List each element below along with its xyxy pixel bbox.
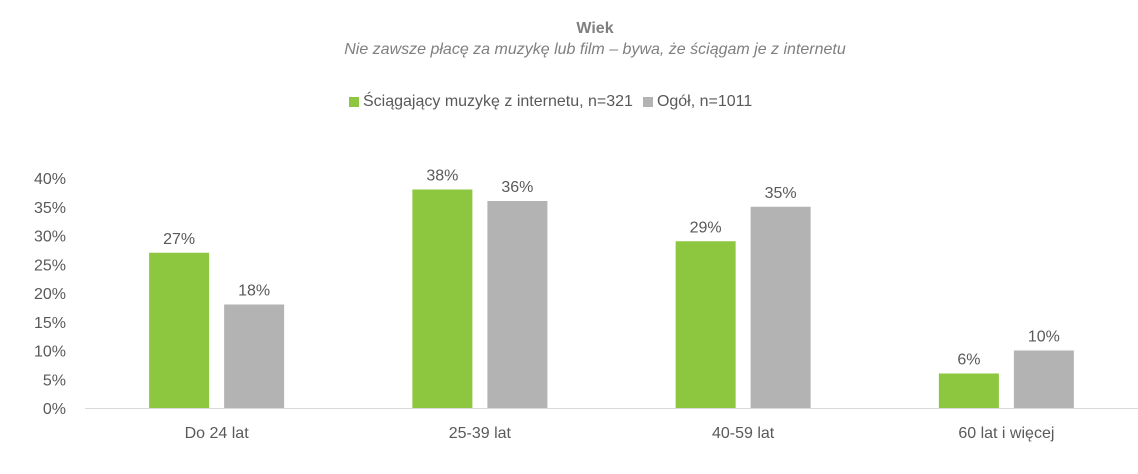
y-tick-label: 25% — [34, 257, 66, 274]
data-label: 36% — [501, 179, 533, 196]
bar-series-1 — [938, 373, 999, 408]
x-tick-label: 40-59 lat — [712, 425, 775, 442]
bar-series-1 — [149, 252, 210, 408]
bar-series-1 — [675, 241, 736, 408]
bar-series-2 — [750, 206, 811, 408]
x-tick-label: 60 lat i więcej — [958, 425, 1054, 442]
bar-series-1 — [412, 189, 473, 408]
x-tick-label: 25-39 lat — [449, 425, 512, 442]
data-label: 38% — [426, 168, 458, 185]
legend-swatch-downloaders — [349, 97, 359, 107]
y-tick-label: 15% — [34, 315, 66, 332]
y-tick-label: 5% — [43, 372, 66, 389]
legend-item-overall: Ogół, n=1011 — [642, 93, 753, 111]
x-axis: Do 24 lat 25-39 lat 40-59 lat 60 lat i więc… — [185, 425, 1055, 442]
legend-label-overall: Ogół, n=1011 — [656, 93, 753, 110]
data-label: 18% — [238, 283, 270, 300]
y-tick-label: 30% — [34, 229, 66, 246]
data-label: 6% — [957, 352, 980, 369]
data-label: 10% — [1028, 329, 1060, 346]
bar-series-2 — [224, 304, 285, 408]
bar-series-2 — [1013, 350, 1074, 408]
y-axis: 0% 5% 10% 15% 20% 25% 30% 35% 40% — [34, 171, 66, 418]
legend-swatch-overall — [642, 97, 653, 107]
y-tick-label: 35% — [34, 200, 66, 217]
data-label: 35% — [765, 185, 797, 202]
bar-series-2 — [487, 201, 548, 408]
chart-subtitle: Nie zawsze płacę za muzykę lub film – by… — [344, 41, 846, 58]
y-tick-label: 10% — [34, 344, 66, 361]
y-tick-label: 40% — [34, 171, 66, 188]
legend: Ściągający muzykę z internetu, n=321 Ogó… — [349, 92, 762, 112]
data-label: 29% — [690, 219, 722, 236]
legend-item-downloaders: Ściągający muzykę z internetu, n=321 — [349, 93, 633, 111]
legend-label-downloaders: Ściągający muzykę z internetu, n=321 — [363, 93, 633, 110]
data-label: 27% — [163, 231, 195, 248]
y-tick-label: 0% — [43, 401, 66, 418]
x-tick-label: Do 24 lat — [185, 425, 250, 442]
chart-title: Wiek — [576, 20, 614, 37]
bars: 27% 18% 38% 36% 29% 35% 6% 10% — [149, 168, 1074, 408]
y-tick-label: 20% — [34, 286, 66, 303]
